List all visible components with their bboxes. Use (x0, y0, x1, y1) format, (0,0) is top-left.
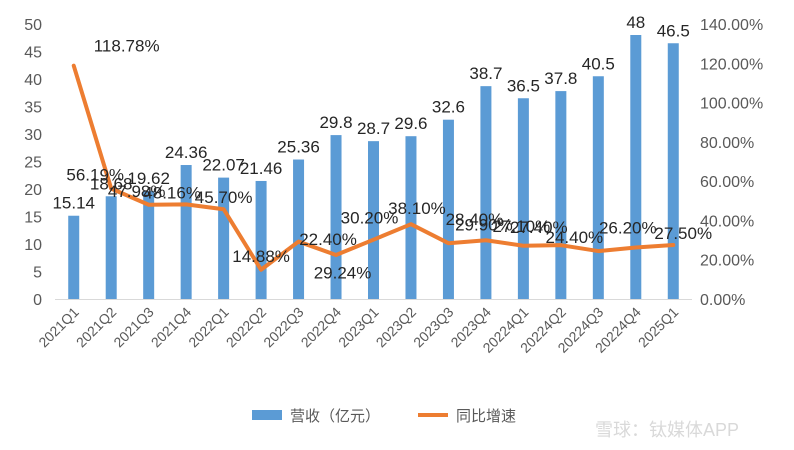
x-tick-label: 2021Q2 (73, 304, 120, 351)
y-right-tick-label: 60.00% (700, 174, 754, 191)
growth-data-label: 48.16% (143, 183, 201, 202)
revenue-data-label: 48 (626, 13, 645, 32)
growth-data-label: 24.40% (545, 228, 603, 247)
y-right-tick-label: 80.00% (700, 135, 754, 152)
y-left-tick-label: 40 (24, 72, 42, 89)
x-tick-label: 2021Q3 (110, 304, 157, 351)
growth-data-label: 47.98% (108, 182, 166, 201)
revenue-bar (630, 35, 642, 299)
x-tick-label: 2022Q4 (298, 304, 345, 351)
revenue-data-label: 22.07 (202, 156, 245, 175)
revenue-data-label: 29.8 (319, 113, 352, 132)
revenue-bar (255, 180, 267, 299)
legend-line-label: 同比增速 (456, 408, 516, 425)
revenue-bar (293, 159, 305, 299)
revenue-data-label: 38.7 (469, 64, 502, 83)
y-left-tick-label: 45 (24, 45, 42, 62)
y-right-tick-label: 40.00% (700, 213, 754, 230)
x-tick-label: 2023Q1 (335, 304, 382, 351)
y-right-tick-label: 0.00% (700, 292, 745, 309)
growth-data-label: 27.40% (510, 218, 568, 237)
watermark-text: 雪球：钛媒体APP (595, 420, 739, 440)
y-left-tick-label: 5 (33, 265, 42, 282)
revenue-data-label: 19.62 (127, 169, 170, 188)
revenue-data-label: 25.36 (277, 138, 320, 157)
growth-data-label: 28.40% (446, 210, 504, 229)
growth-data-label: 38.10% (388, 199, 446, 218)
revenue-bar (480, 86, 492, 300)
revenue-data-label: 28.7 (357, 119, 390, 138)
growth-data-label: 27.50% (654, 224, 712, 243)
legend-bar-label: 营收（亿元） (290, 408, 380, 425)
y-right-tick-label: 20.00% (700, 253, 754, 270)
revenue-bar (218, 177, 230, 299)
revenue-data-label: 32.6 (432, 98, 465, 117)
growth-data-label: 22.40% (299, 230, 357, 249)
revenue-data-label: 40.5 (582, 54, 615, 73)
revenue-bar (442, 119, 454, 299)
revenue-bar (143, 191, 155, 299)
revenue-bar (405, 136, 417, 299)
revenue-data-label: 15.14 (52, 194, 95, 213)
revenue-data-label: 29.6 (394, 114, 427, 133)
x-tick-label: 2021Q1 (35, 304, 82, 351)
y-left-tick-label: 0 (33, 292, 42, 309)
revenue-bar (667, 43, 679, 299)
revenue-data-label: 24.36 (165, 143, 208, 162)
growth-line (71, 63, 676, 272)
y-left-tick-label: 10 (24, 237, 42, 254)
revenue-bar (517, 98, 529, 299)
x-tick-label: 2025Q1 (635, 304, 682, 351)
y-left-tick-label: 50 (24, 17, 42, 34)
y-left-tick-label: 35 (24, 100, 42, 117)
revenue-data-label: 36.5 (507, 76, 540, 95)
revenue-bar (180, 165, 192, 299)
x-tick-label: 2021Q4 (148, 304, 195, 351)
revenue-data-label: 37.8 (544, 69, 577, 88)
growth-data-label: 27.10% (493, 217, 551, 236)
revenue-bar (68, 215, 80, 299)
y-right-tick-label: 140.00% (700, 17, 763, 34)
growth-data-label: 45.70% (195, 188, 253, 207)
y-right-tick-label: 120.00% (700, 56, 763, 73)
growth-data-label: 29.90% (455, 215, 513, 234)
y-left-tick-label: 30 (24, 127, 42, 144)
growth-data-label: 56.19% (66, 166, 124, 185)
revenue-bar (330, 135, 342, 299)
revenue-data-label: 18.68 (90, 174, 133, 193)
y-left-tick-label: 15 (24, 210, 42, 227)
x-tick-label: 2023Q2 (373, 304, 420, 351)
x-tick-label: 2022Q1 (185, 304, 232, 351)
revenue-bar (592, 76, 604, 299)
revenue-data-label: 21.46 (240, 159, 283, 178)
revenue-bar (368, 141, 379, 299)
growth-data-label: 118.78% (94, 37, 160, 56)
growth-data-label: 26.20% (599, 219, 657, 238)
y-left-tick-label: 25 (24, 155, 42, 172)
x-tick-label: 2022Q2 (223, 304, 270, 351)
y-left-tick-label: 20 (24, 182, 42, 199)
legend-bar-swatch (252, 410, 282, 420)
x-tick-label: 2023Q3 (410, 304, 457, 351)
y-right-tick-label: 100.00% (700, 96, 763, 113)
revenue-data-label: 46.5 (657, 21, 690, 40)
revenue-bar (555, 91, 567, 299)
x-tick-label: 2022Q3 (260, 304, 307, 351)
growth-data-label: 29.24% (314, 264, 372, 283)
growth-data-label: 14.88% (232, 247, 290, 266)
revenue-bar (105, 196, 117, 299)
growth-data-label: 30.20% (341, 209, 399, 228)
